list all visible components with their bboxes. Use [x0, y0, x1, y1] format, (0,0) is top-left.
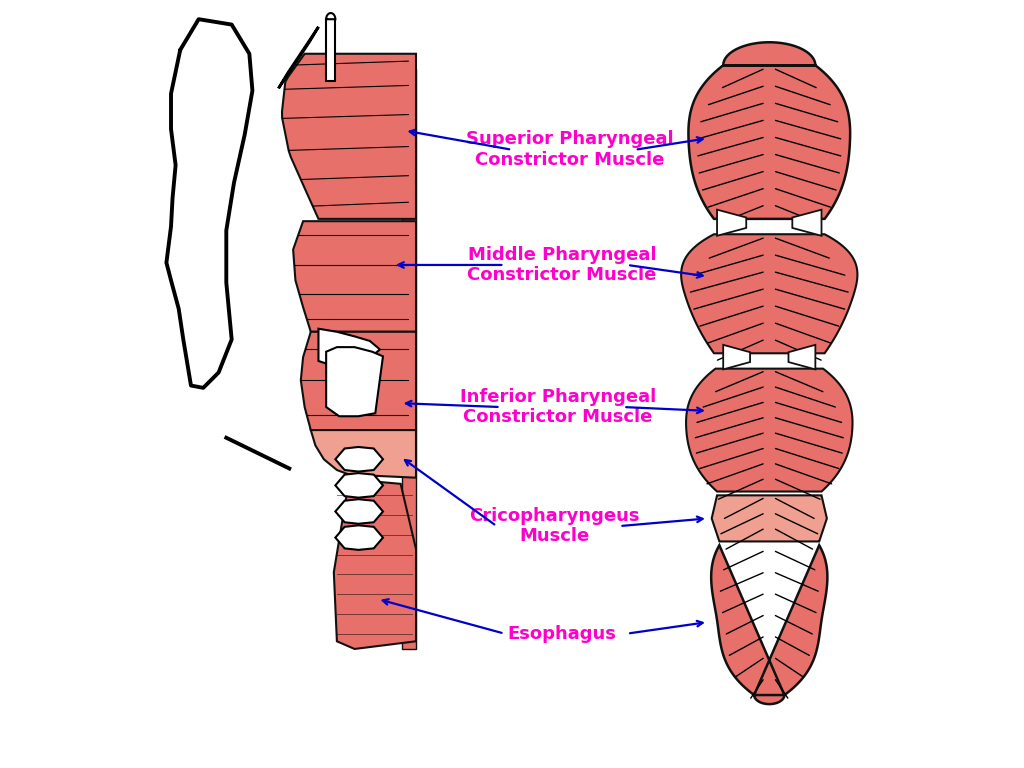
Text: Cricopharyngeus
Muscle: Cricopharyngeus Muscle [469, 507, 640, 545]
Polygon shape [279, 27, 318, 88]
Polygon shape [788, 345, 815, 369]
Polygon shape [688, 42, 850, 219]
Text: Inferior Pharyngeal
Constrictor Muscle: Inferior Pharyngeal Constrictor Muscle [460, 388, 656, 426]
Polygon shape [681, 234, 857, 353]
Polygon shape [717, 210, 746, 236]
Polygon shape [793, 210, 821, 236]
Polygon shape [336, 473, 383, 498]
Text: Middle Pharyngeal
Constrictor Muscle: Middle Pharyngeal Constrictor Muscle [467, 246, 656, 284]
Polygon shape [293, 221, 416, 332]
Polygon shape [336, 499, 383, 524]
Polygon shape [282, 54, 416, 219]
Text: Esophagus: Esophagus [508, 624, 616, 643]
Polygon shape [326, 347, 383, 416]
Polygon shape [686, 369, 853, 492]
Polygon shape [336, 525, 383, 550]
Polygon shape [712, 545, 827, 704]
Polygon shape [326, 19, 336, 81]
Polygon shape [311, 430, 416, 478]
Polygon shape [326, 13, 336, 19]
Polygon shape [723, 345, 750, 369]
Polygon shape [301, 332, 416, 430]
Polygon shape [336, 447, 383, 472]
Polygon shape [334, 479, 416, 649]
Polygon shape [712, 495, 826, 541]
Text: Superior Pharyngeal
Constrictor Muscle: Superior Pharyngeal Constrictor Muscle [466, 131, 674, 169]
Polygon shape [318, 329, 380, 367]
Polygon shape [402, 69, 416, 649]
